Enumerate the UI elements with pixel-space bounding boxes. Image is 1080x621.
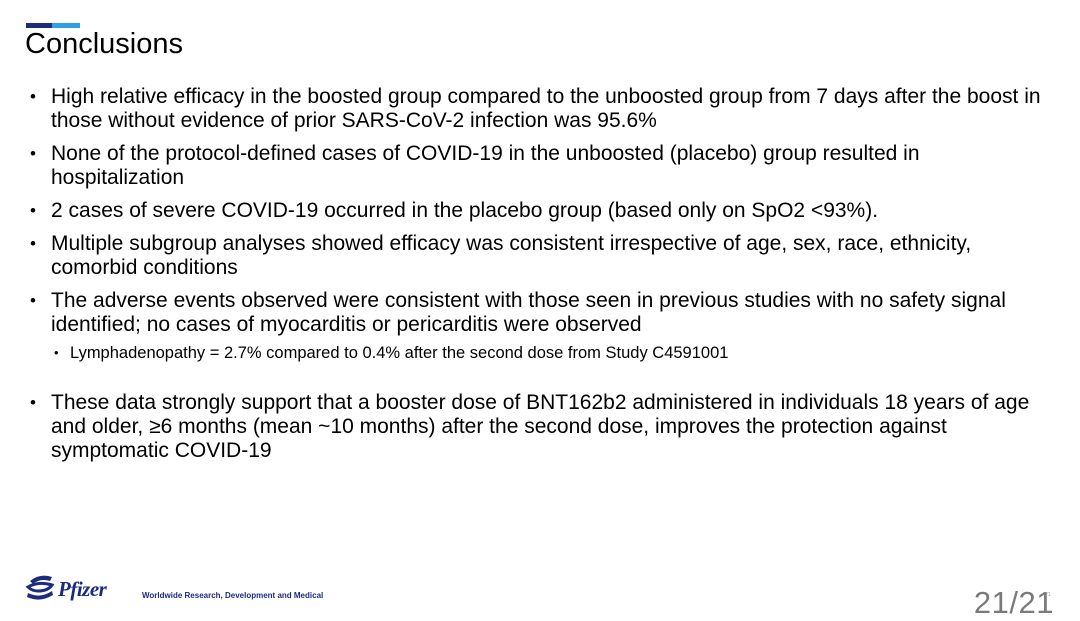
bullet-item-final: • These data strongly support that a boo…: [30, 391, 1050, 463]
bullet-text: 2 cases of severe COVID-19 occurred in t…: [51, 199, 879, 222]
bullet-text: The adverse events observed were consist…: [51, 289, 1006, 336]
bullet-dot: •: [30, 87, 36, 106]
footer-tagline: Worldwide Research, Development and Medi…: [142, 591, 324, 600]
pfizer-logo-icon: [24, 573, 56, 606]
sub-bullet-dot: •: [54, 345, 59, 360]
bullet-text: High relative efficacy in the boosted gr…: [51, 85, 1041, 132]
sub-bullet-item: • Lymphadenopathy = 2.7% compared to 0.4…: [30, 342, 1050, 364]
bullet-list: • High relative efficacy in the boosted …: [30, 85, 1050, 472]
bullet-text: None of the protocol-defined cases of CO…: [51, 142, 920, 189]
bullet-item: • 2 cases of severe COVID-19 occurred in…: [30, 199, 1050, 223]
bullet-text: These data strongly support that a boost…: [51, 391, 1030, 462]
bullet-item: • None of the protocol-defined cases of …: [30, 142, 1050, 190]
page-number-small: 21: [1045, 592, 1051, 598]
bullet-dot: •: [30, 291, 36, 310]
bullet-item: • Multiple subgroup analyses showed effi…: [30, 232, 1050, 280]
bullet-item: • High relative efficacy in the boosted …: [30, 85, 1050, 133]
page-number: 21/21: [973, 585, 1054, 620]
bullet-dot: •: [30, 234, 36, 253]
bullet-text: Multiple subgroup analyses showed effica…: [51, 232, 972, 279]
bullet-dot: •: [30, 393, 36, 412]
bullet-dot: •: [30, 201, 36, 220]
title-accent-dark: [26, 23, 52, 28]
slide-title: Conclusions: [25, 28, 183, 60]
bullet-item: • The adverse events observed were consi…: [30, 289, 1050, 337]
pfizer-logo-text: Pfizer: [58, 577, 107, 601]
title-accent-bar: [26, 23, 80, 28]
pfizer-logo: Pfizer: [24, 573, 107, 606]
sub-bullet-text: Lymphadenopathy = 2.7% compared to 0.4% …: [70, 344, 729, 362]
title-accent-light: [52, 23, 80, 28]
bullet-dot: •: [30, 144, 36, 163]
